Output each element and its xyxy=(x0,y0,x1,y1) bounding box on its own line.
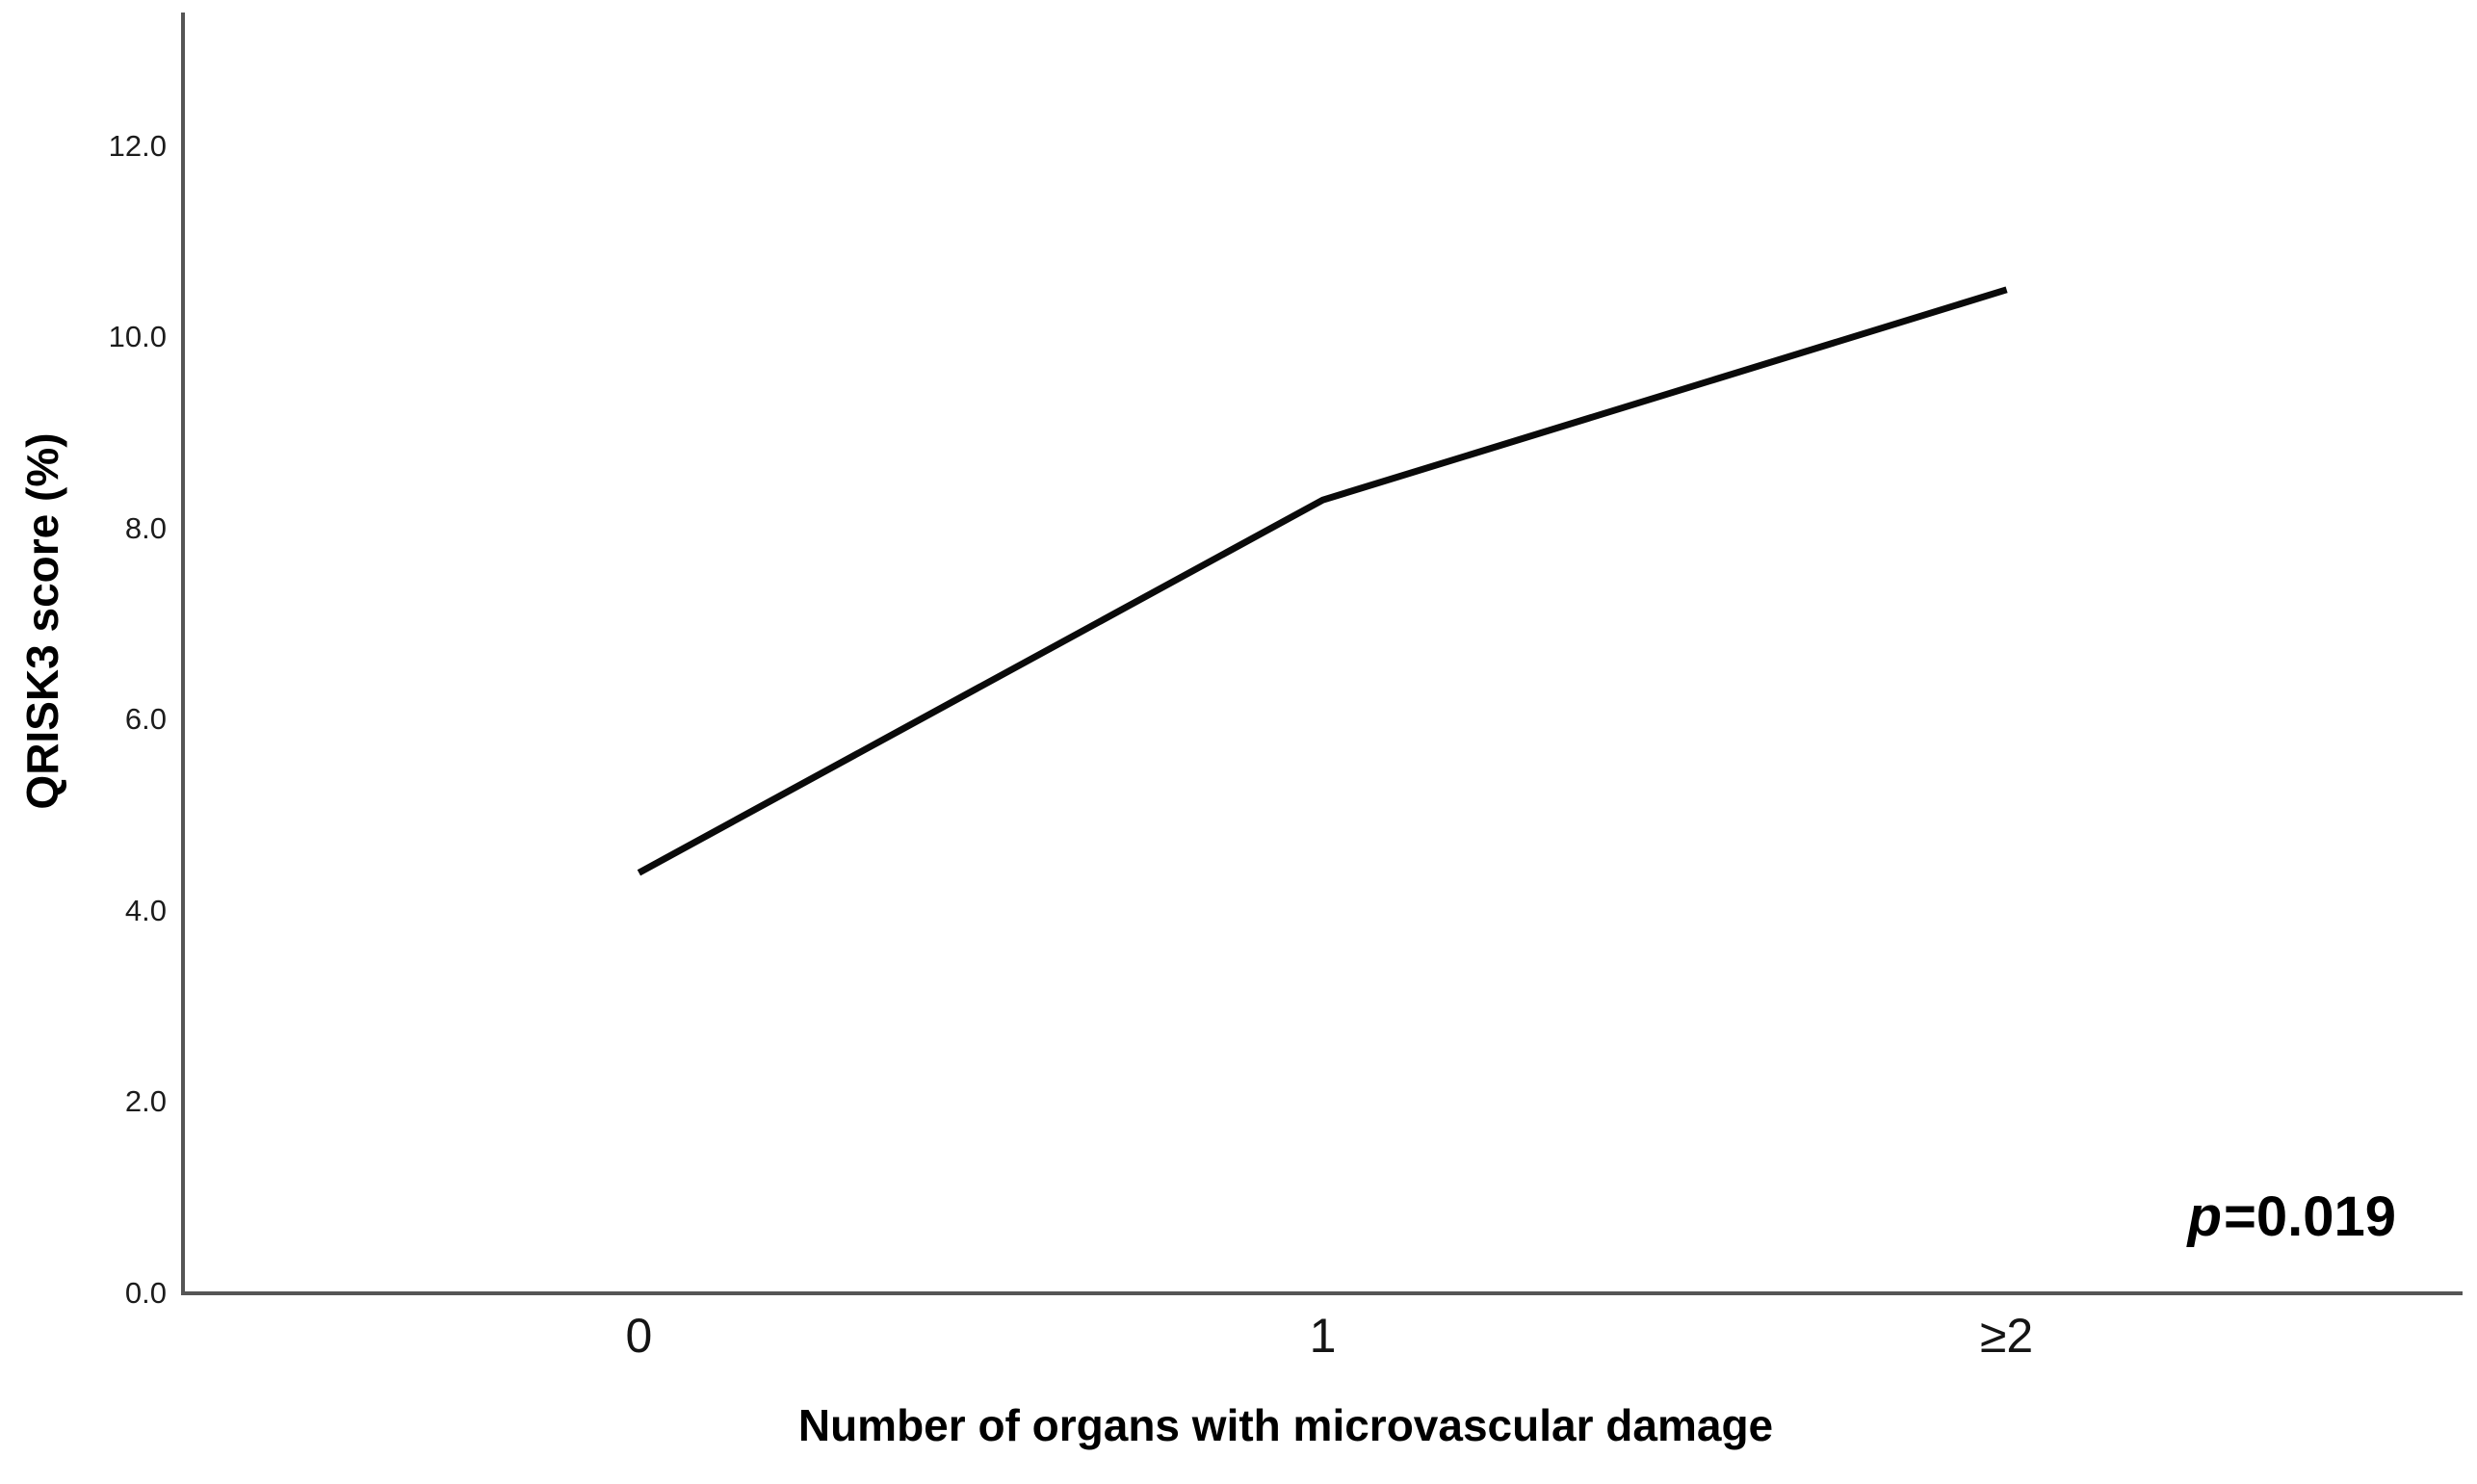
x-tick-label: ≥2 xyxy=(1979,1309,2034,1363)
x-tick-label: 1 xyxy=(1309,1309,1337,1363)
y-tick-label: 8.0 xyxy=(124,510,167,545)
y-tick-label: 10.0 xyxy=(108,320,167,354)
x-axis-title: Number of organs with microvascular dama… xyxy=(797,1400,1774,1450)
y-tick-label: 0.0 xyxy=(124,1276,167,1310)
y-tick-label: 4.0 xyxy=(124,893,167,927)
y-tick-label: 12.0 xyxy=(108,128,167,163)
y-axis-title: QRISK3 score (%) xyxy=(17,432,67,810)
y-tick-label: 6.0 xyxy=(124,702,167,737)
p-value-number: =0.019 xyxy=(2223,1185,2396,1248)
qrisk3-trend-line xyxy=(637,286,2008,876)
p-value-symbol: p xyxy=(2187,1185,2222,1248)
y-tick-label: 2.0 xyxy=(124,1084,167,1119)
x-tick-label: 0 xyxy=(625,1309,653,1363)
p-value-annotation: p=0.019 xyxy=(2188,1185,2396,1249)
